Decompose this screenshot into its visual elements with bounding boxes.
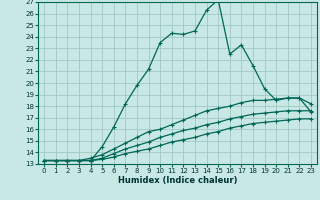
X-axis label: Humidex (Indice chaleur): Humidex (Indice chaleur)	[118, 176, 237, 185]
